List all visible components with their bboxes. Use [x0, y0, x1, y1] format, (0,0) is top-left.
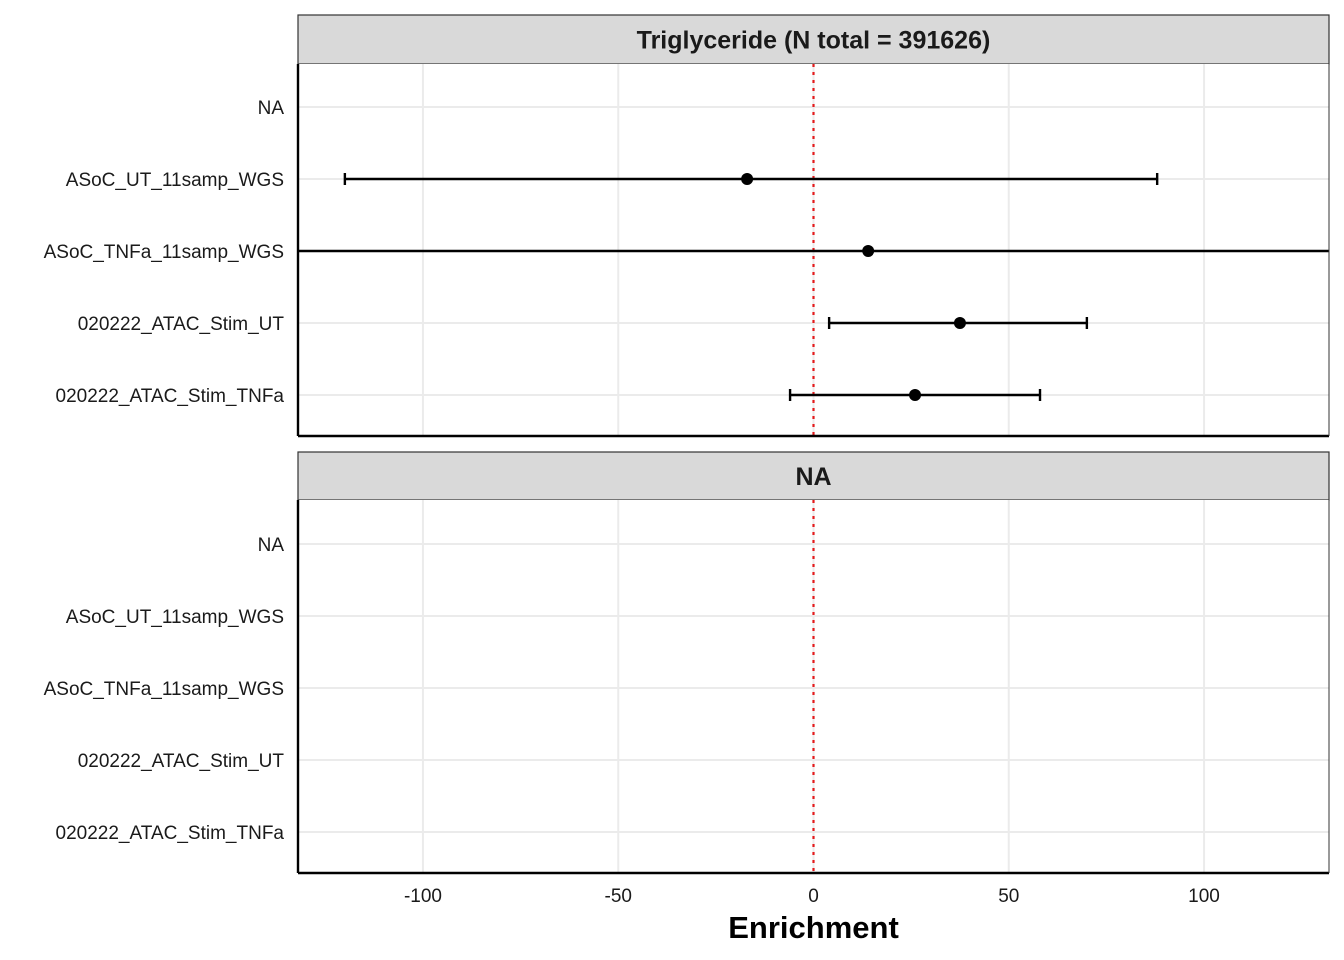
x-tick-label: 0 — [808, 886, 819, 907]
facet-title: NA — [795, 463, 831, 491]
x-tick-label: 50 — [998, 886, 1019, 907]
y-tick-label: NA — [258, 98, 285, 119]
estimate-point — [909, 389, 922, 401]
y-tick-label: ASoC_UT_11samp_WGS — [66, 170, 284, 191]
estimate-point — [741, 173, 754, 185]
x-axis-title: Enrichment — [728, 910, 899, 945]
facet-strip — [297, 451, 1330, 501]
y-tick-label: 020222_ATAC_Stim_TNFa — [56, 823, 285, 844]
y-tick-label: 020222_ATAC_Stim_UT — [78, 751, 285, 772]
estimate-point — [953, 317, 966, 329]
y-tick-label: ASoC_TNFa_11samp_WGS — [44, 242, 284, 263]
y-tick-label: ASoC_TNFa_11samp_WGS — [44, 679, 284, 700]
y-tick-label: ASoC_UT_11samp_WGS — [66, 607, 284, 628]
y-tick-label: NA — [258, 535, 285, 556]
y-tick-label: 020222_ATAC_Stim_TNFa — [56, 386, 285, 407]
facet-title: Triglyceride (N total = 391626) — [637, 27, 991, 55]
estimate-point — [862, 245, 875, 257]
x-tick-label: -50 — [605, 886, 632, 907]
facet-strip — [297, 14, 1330, 65]
y-tick-label: 020222_ATAC_Stim_UT — [78, 314, 285, 335]
x-tick-label: -100 — [404, 886, 442, 907]
x-tick-label: 100 — [1188, 886, 1220, 907]
